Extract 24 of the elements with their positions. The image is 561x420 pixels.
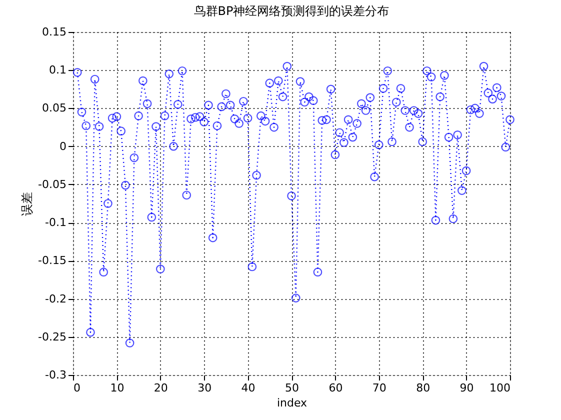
y-tick-label: -0.1 xyxy=(45,216,66,230)
chart-title: 鸟群BP神经网络预测得到的误差分布 xyxy=(194,4,390,18)
x-tick-label: 80 xyxy=(416,382,430,394)
y-tick-label: 0.15 xyxy=(42,26,66,38)
y-tick-label: 0.05 xyxy=(42,102,66,115)
x-axis-title: index xyxy=(276,396,308,410)
x-tick-label: 100 xyxy=(490,382,510,394)
x-tick-label: 90 xyxy=(460,382,474,394)
y-tick-label: -0.25 xyxy=(38,330,66,344)
x-tick-label: 30 xyxy=(198,382,212,394)
x-tick-label: 50 xyxy=(285,382,299,394)
x-tick-label: 20 xyxy=(154,382,168,394)
x-tick-label: 0 xyxy=(74,382,80,394)
y-tick-label: 0.1 xyxy=(49,64,66,77)
y-tick-label: 0 xyxy=(60,140,66,153)
y-tick-label: -0.05 xyxy=(38,178,66,191)
x-tick-label: 70 xyxy=(372,382,386,394)
y-tick-label: -0.3 xyxy=(45,368,66,382)
x-tick-label: 40 xyxy=(241,382,256,394)
y-tick-label: -0.15 xyxy=(38,254,66,268)
y-axis-title: 误差 xyxy=(20,192,34,216)
x-tick-label: 10 xyxy=(110,382,124,394)
y-tick-label: -0.2 xyxy=(45,292,66,306)
x-tick-label: 60 xyxy=(328,382,343,394)
